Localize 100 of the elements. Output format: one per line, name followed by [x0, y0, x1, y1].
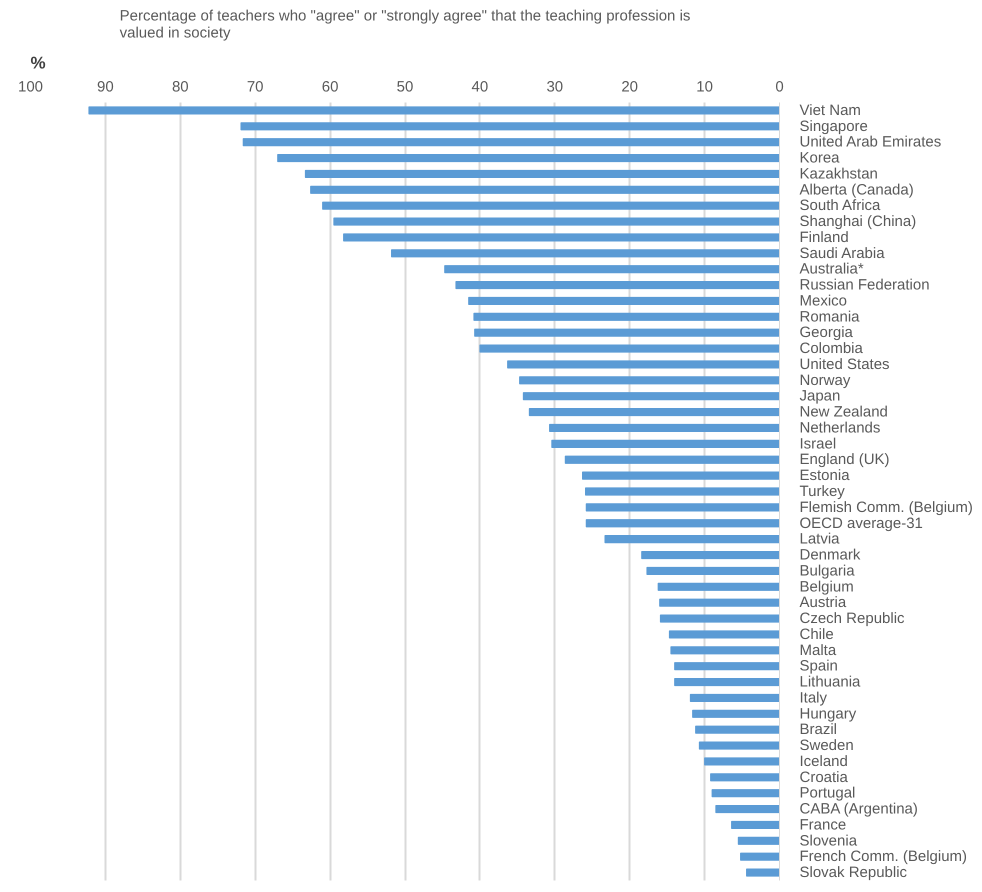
- bar: [658, 582, 780, 591]
- bar: [586, 503, 780, 512]
- bar: [659, 598, 780, 607]
- y-tick-label: Slovenia: [800, 832, 858, 850]
- y-tick-label: Hungary: [800, 705, 857, 722]
- bar: [695, 726, 780, 734]
- y-tick-label: Russian Federation: [800, 276, 930, 294]
- y-tick-label: Netherlands: [800, 419, 880, 436]
- y-tick-label: Norway: [800, 372, 851, 389]
- y-tick-label: Estonia: [800, 467, 850, 484]
- y-tick-label: Chile: [800, 626, 834, 643]
- bar: [528, 408, 780, 416]
- y-tick-label: United Arab Emirates: [800, 134, 942, 151]
- bar: [704, 757, 780, 766]
- y-tick-label: Israel: [800, 435, 836, 452]
- bar: [670, 646, 780, 654]
- x-tick-label: 100: [18, 78, 44, 96]
- x-tick-label: 60: [322, 78, 338, 96]
- y-tick-label: Singapore: [800, 118, 868, 135]
- y-tick-label: Malta: [800, 642, 837, 659]
- bar: [519, 376, 780, 384]
- x-tick-label: 30: [546, 78, 564, 96]
- bar: [698, 741, 780, 750]
- bar: [712, 789, 780, 798]
- bar: [668, 630, 780, 638]
- bar: [242, 138, 780, 146]
- y-tick-label: Spain: [800, 658, 838, 675]
- x-tick-label: 90: [97, 78, 114, 96]
- bar: [746, 868, 780, 877]
- y-tick-label: New Zealand: [800, 404, 888, 421]
- y-tick-label: Portugal: [800, 784, 856, 802]
- bar: [522, 392, 780, 400]
- y-tick-label: Colombia: [800, 340, 864, 358]
- y-tick-label: Denmark: [800, 546, 861, 564]
- bar: [585, 487, 780, 496]
- bar: [304, 170, 780, 178]
- bar: [690, 694, 780, 702]
- y-tick-label: Turkey: [800, 483, 846, 500]
- bar: [240, 122, 780, 130]
- y-tick-label: OECD average-31: [800, 514, 923, 532]
- y-tick-label: Shanghai (China): [800, 213, 916, 230]
- y-tick-label: Mexico: [800, 292, 848, 310]
- bar: [564, 456, 780, 464]
- bar: [604, 535, 780, 544]
- bar: [586, 519, 780, 528]
- y-tick-label: Czech Republic: [800, 610, 906, 628]
- y-tick-label: Finland: [800, 228, 849, 246]
- y-tick-label: Japan: [800, 388, 840, 405]
- bar: [674, 678, 780, 686]
- y-tick-label: Alberta (Canada): [800, 181, 914, 198]
- bar: [455, 281, 780, 290]
- chart-title: Percentage of teachers who "agree" or "strongly agree" that the teaching profession is valued in society: [120, 8, 690, 42]
- bar: [444, 265, 780, 274]
- bar: [731, 820, 780, 829]
- bar: [641, 550, 780, 560]
- bar: [660, 614, 780, 623]
- x-tick-label: 0: [775, 78, 784, 96]
- y-tick-label: Saudi Arabia: [800, 244, 886, 262]
- y-tick-label: Lithuania: [800, 674, 862, 691]
- y-tick-label: Brazil: [800, 721, 838, 738]
- y-tick-label: Kazakhstan: [800, 165, 878, 182]
- y-tick-label: South Africa: [800, 197, 882, 214]
- y-tick-label: Iceland: [800, 752, 848, 770]
- x-axis-title: %: [30, 54, 46, 72]
- y-tick-label: Latvia: [800, 530, 840, 548]
- y-tick-label: Romania: [800, 308, 860, 326]
- bar: [474, 328, 780, 337]
- x-tick-label: 20: [621, 78, 638, 96]
- y-tick-label: Slovak Republic: [800, 864, 908, 882]
- bar: [310, 186, 780, 194]
- bar: [715, 804, 780, 814]
- bar: [738, 836, 780, 845]
- y-tick-label: Belgium: [800, 578, 854, 596]
- bar: [740, 852, 780, 861]
- x-tick-label: 70: [246, 78, 264, 96]
- bar: [646, 566, 780, 575]
- x-tick-label: 10: [696, 78, 713, 96]
- y-tick-label: United States: [800, 356, 890, 373]
- y-tick-label: Viet Nam: [800, 102, 861, 119]
- y-tick-label: Korea: [800, 150, 840, 167]
- bar: [710, 773, 780, 782]
- bar: [551, 440, 780, 448]
- x-tick-label: 50: [396, 78, 414, 96]
- y-tick-label: Austria: [800, 594, 847, 612]
- bar: [582, 472, 780, 480]
- bar: [333, 218, 780, 226]
- bar: [277, 154, 780, 162]
- bar: [468, 296, 780, 306]
- bar: [343, 233, 780, 242]
- y-tick-label: French Comm. (Belgium): [800, 848, 968, 866]
- bar: [674, 662, 780, 670]
- y-tick-label: France: [800, 816, 846, 834]
- y-tick-label: Australia*: [800, 260, 864, 278]
- y-tick-label: CABA (Argentina): [800, 800, 918, 818]
- y-tick-label: Georgia: [800, 324, 854, 342]
- bar: [507, 360, 780, 369]
- bar: [692, 710, 780, 718]
- y-tick-label: Italy: [800, 689, 828, 706]
- y-tick-label: Flemish Comm. (Belgium): [800, 498, 973, 516]
- x-tick-label: 80: [172, 78, 189, 96]
